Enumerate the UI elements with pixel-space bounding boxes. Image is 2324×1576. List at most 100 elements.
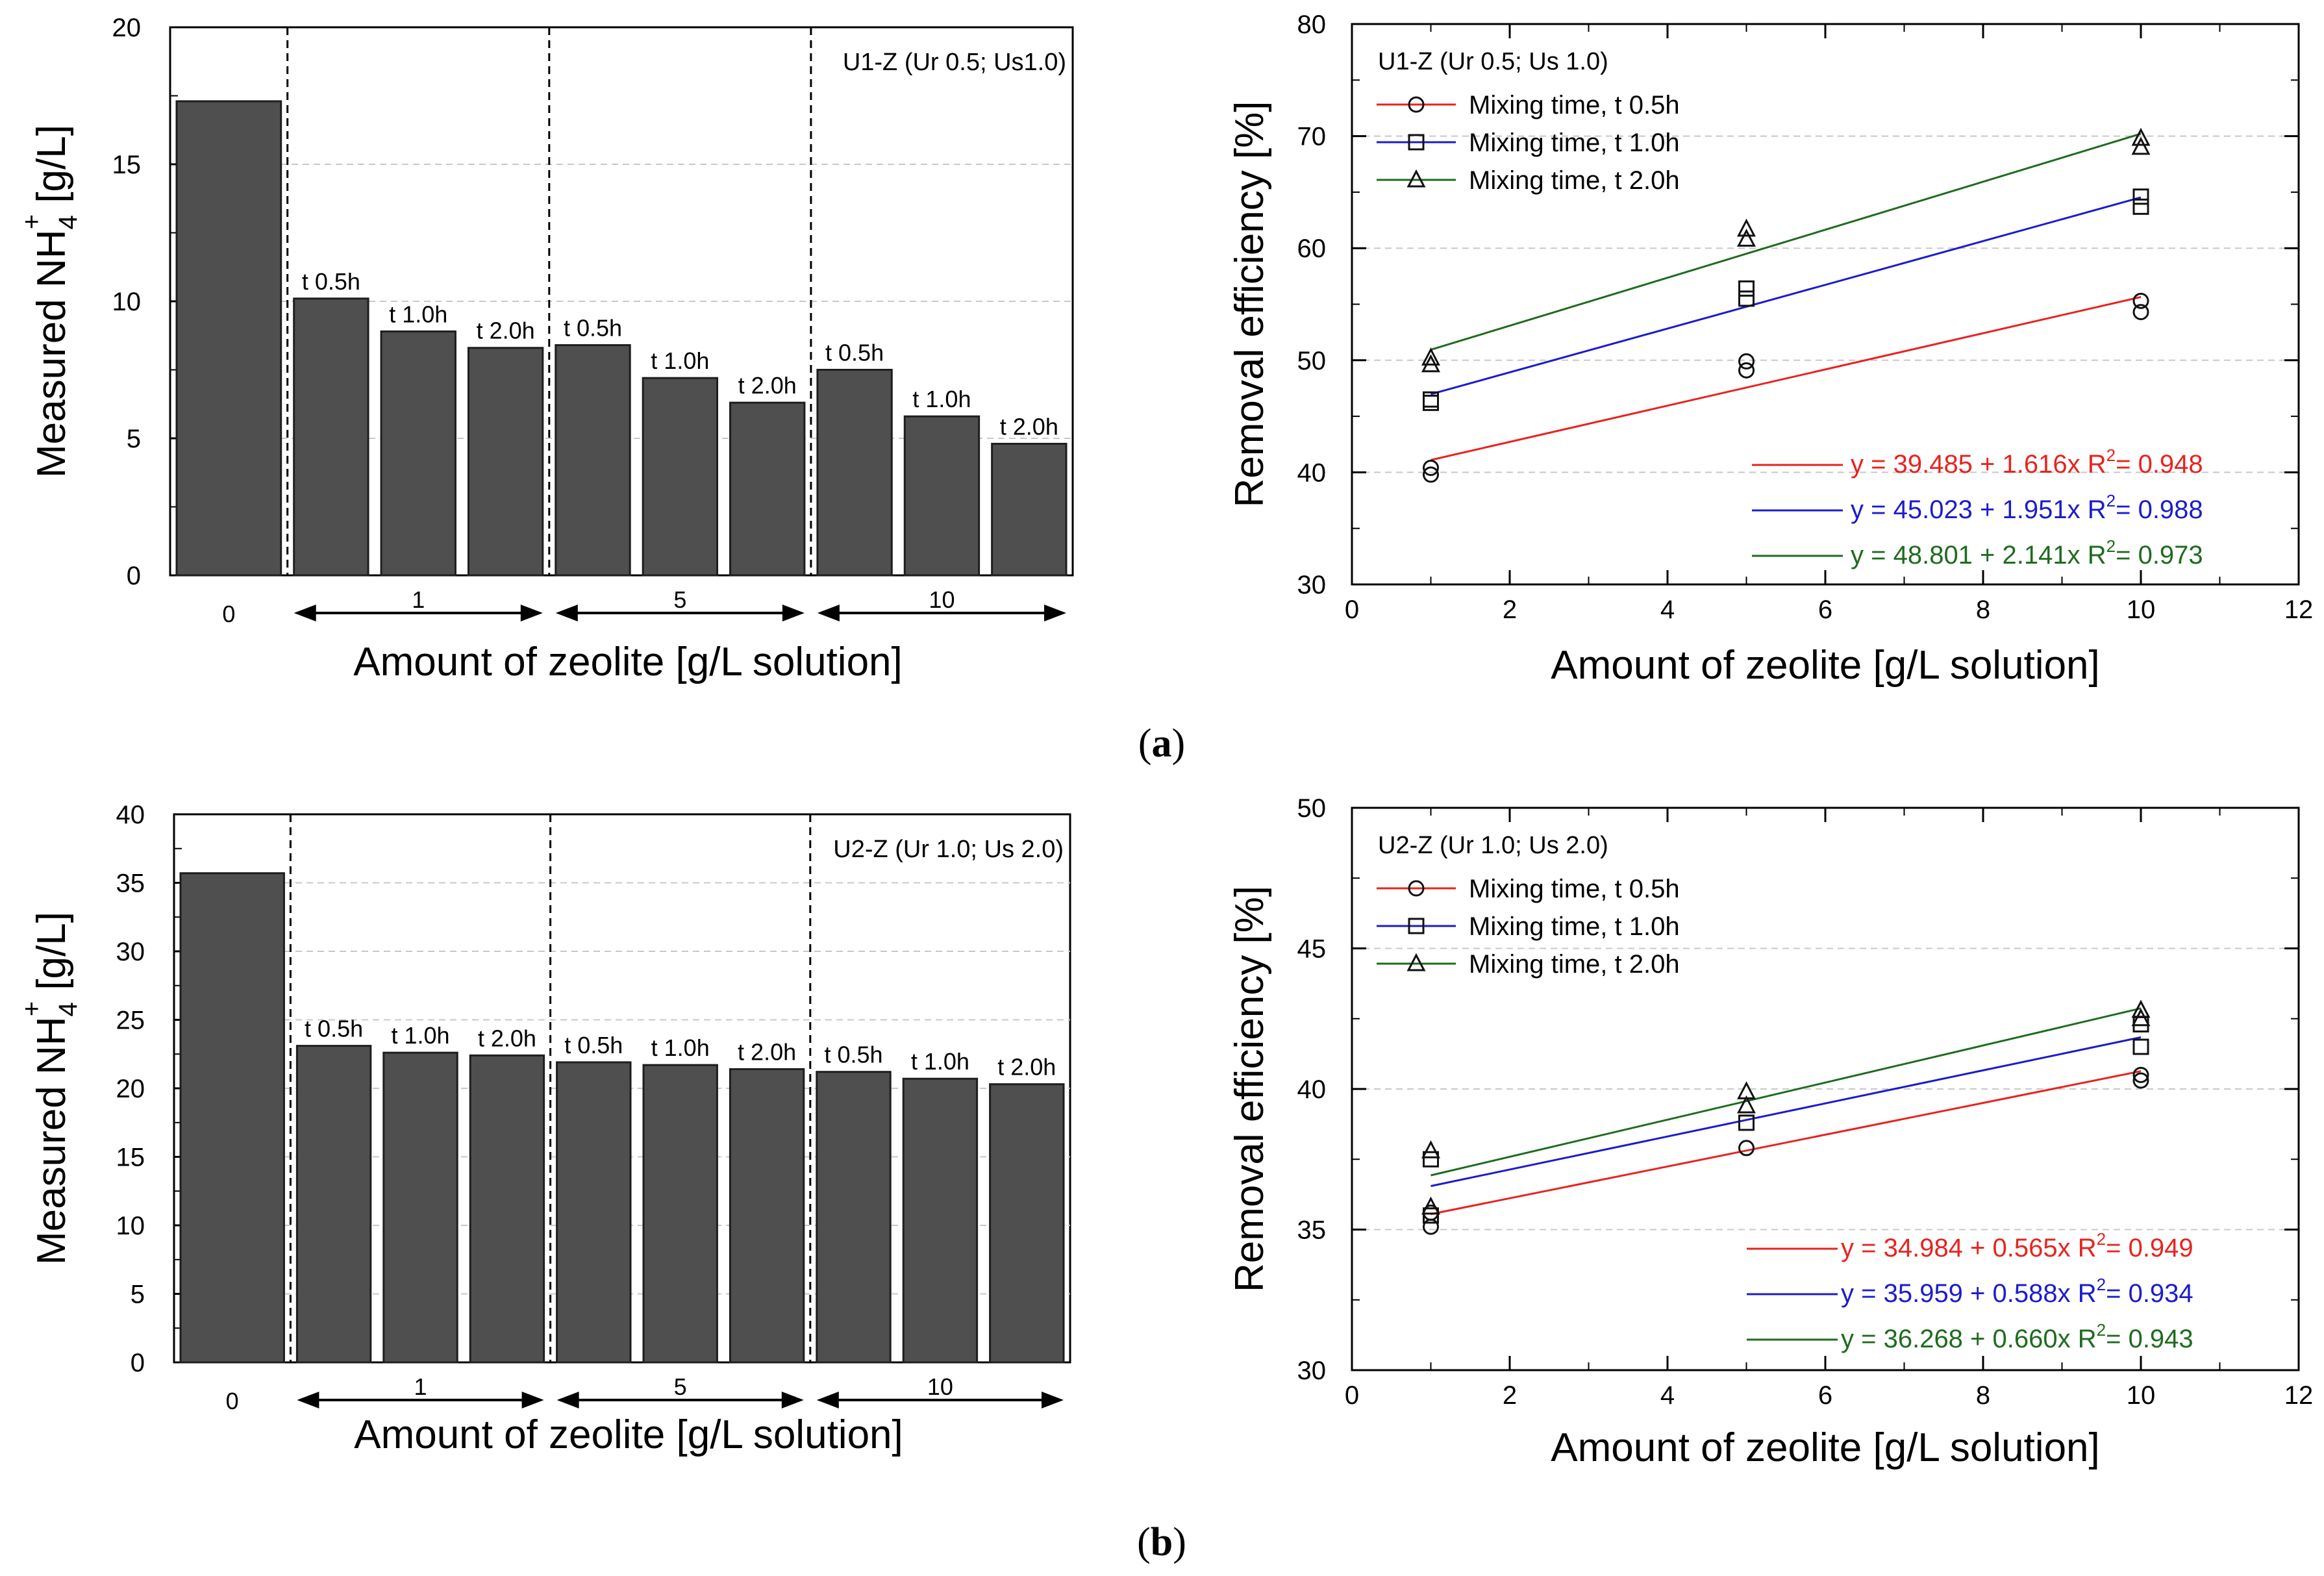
y-tick-label: 40	[1297, 1075, 1327, 1104]
legend-label: Mixing time, t 2.0h	[1469, 166, 1680, 195]
bar-label: t 1.0h	[911, 1048, 969, 1075]
r2-prefix: R	[2088, 450, 2106, 479]
ylabel-sup: +	[18, 1001, 46, 1016]
y-tick-label: 30	[116, 938, 145, 966]
group-arrow-head-right	[520, 605, 543, 621]
panel-label-a: (a)	[1138, 721, 1185, 766]
legend-label: Mixing time, t 1.0h	[1469, 912, 1680, 941]
data-point	[1738, 290, 1755, 307]
x-tick-label: 6	[1818, 595, 1832, 624]
data-point	[1423, 459, 1439, 476]
bar	[991, 442, 1068, 577]
r2-value: = 0.949	[2106, 1234, 2193, 1262]
y-tick-label: 25	[116, 1007, 145, 1035]
y-tick-label: 35	[1297, 1216, 1327, 1245]
chart-a-scatter: 30 40 50 60 70 80 0 2 4 6 8 10 12 U1-Z (Ur 0.5; Us 1.…	[1227, 10, 2313, 688]
r2-sup: 2	[2106, 445, 2116, 465]
bar-label: t 1.0h	[651, 347, 709, 374]
bar	[380, 330, 456, 577]
chart-a-bar: 0 5 10 15 20 0 t 0.5h t 1.0h t 2.0h 1 t 0.5h t 1.0h…	[18, 14, 1074, 684]
bar-label: t 2.0h	[738, 1038, 796, 1065]
x-axis-title: Amount of zeolite [g/L solution]	[353, 640, 903, 684]
bar-label: t 2.0h	[477, 318, 535, 344]
equation-text: y = 45.023 + 1.951x	[1851, 495, 2088, 524]
ylabel-sup: +	[18, 214, 46, 229]
bar	[816, 1071, 892, 1364]
x-tick-label: 2	[1503, 595, 1517, 624]
ylabel-sub: 4	[54, 1002, 82, 1016]
y-tick-label: 50	[1297, 794, 1327, 823]
group-arrow-head-right	[781, 1392, 804, 1408]
bar	[642, 1064, 718, 1364]
y-axis-title: Measured NH4 + [g/L]	[18, 125, 82, 478]
ylabel-sub: 4	[54, 215, 82, 229]
r2-prefix: R	[2088, 495, 2106, 524]
bar	[903, 415, 981, 577]
group-label: 5	[673, 586, 686, 613]
legend-marker	[1406, 953, 1426, 971]
bar-label: t 1.0h	[391, 1022, 449, 1049]
data-point	[1423, 1151, 1439, 1168]
y-tick-label: 20	[112, 14, 142, 42]
y-tick-label: 20	[116, 1075, 145, 1103]
y-tick-label: 10	[116, 1212, 145, 1240]
y-tick-label: 5	[131, 1281, 145, 1309]
data-point	[1737, 229, 1756, 247]
group-label: 1	[412, 586, 425, 613]
group-arrow-head-left	[556, 1392, 579, 1408]
x-tick-label: 12	[2284, 1381, 2314, 1410]
y-tick-label: 60	[1297, 234, 1327, 263]
ylabel-main: Measured NH	[29, 230, 74, 478]
equation-text: y = 35.959 + 0.588x	[1841, 1279, 2078, 1308]
group-arrow-head-right	[782, 605, 805, 621]
r2-value: = 0.934	[2106, 1279, 2193, 1308]
bar-label: t 0.5h	[824, 1042, 882, 1068]
fit-equation: y = 45.023 + 1.951x R2= 0.988	[1851, 491, 2203, 524]
x-axis-title: Amount of zeolite [g/L solution]	[1551, 643, 2100, 688]
y-tick-label: 5	[127, 425, 141, 453]
group-arrow-head-left	[816, 1392, 839, 1408]
x-tick-label: 0	[1345, 1381, 1359, 1410]
group-arrow-head-left	[294, 605, 316, 621]
group-label: 1	[414, 1373, 427, 1400]
fit-line	[1431, 132, 2142, 351]
y-tick-label: 10	[112, 288, 142, 316]
bar-label: t 0.5h	[302, 268, 360, 295]
ylabel-main: Measured NH	[29, 1017, 74, 1265]
bar	[382, 1051, 458, 1364]
group-label: 10	[927, 1373, 953, 1400]
bar-label: t 0.5h	[564, 315, 622, 342]
y-axis-title: Removal efficiency [%]	[1227, 101, 1272, 508]
group-arrow-head-right	[1044, 605, 1066, 621]
group-arrow-head-left	[817, 605, 840, 621]
data-point	[1738, 353, 1755, 370]
data-point	[1423, 466, 1439, 483]
group-label: 10	[929, 586, 955, 613]
data-point	[1421, 1140, 1440, 1158]
group-label: 0	[226, 1388, 239, 1414]
fit-line	[1431, 1036, 2142, 1187]
group-arrow-head-left	[555, 605, 578, 621]
data-point	[2132, 1072, 2149, 1089]
data-point	[2132, 188, 2149, 205]
y-tick-label: 30	[1297, 1357, 1327, 1385]
y-tick-label: 40	[116, 801, 145, 829]
legend-label: Mixing time, t 0.5h	[1469, 91, 1680, 119]
data-point	[1737, 1095, 1756, 1114]
bar-label: t 2.0h	[478, 1025, 536, 1051]
panel-label-b: (b)	[1137, 1520, 1186, 1564]
group-arrow-head-right	[1042, 1392, 1064, 1408]
r2-prefix: R	[2078, 1325, 2097, 1353]
x-axis-title: Amount of zeolite [g/L solution]	[1551, 1425, 2100, 1470]
legend-marker	[1408, 880, 1425, 897]
legend-label: Mixing time, t 0.5h	[1469, 875, 1680, 903]
fit-line	[1431, 295, 2142, 461]
chart-b-scatter: 30 35 40 45 50 0 2 4 6 8 10 12 U2-Z (Ur 1.0; Us 2.0)…	[1227, 794, 2313, 1470]
data-point	[2132, 198, 2149, 215]
x-tick-label: 10	[2127, 595, 2156, 624]
r2-sup: 2	[2106, 536, 2116, 556]
group-arrow-head-right	[521, 1392, 544, 1408]
x-tick-label: 10	[2127, 1381, 2156, 1410]
r2-value: = 0.988	[2116, 495, 2203, 524]
